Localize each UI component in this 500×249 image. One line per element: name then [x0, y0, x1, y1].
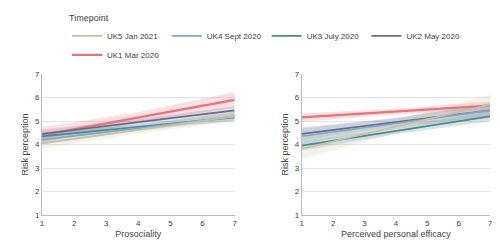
svg-text:4: 4	[295, 140, 300, 149]
svg-text:7: 7	[35, 70, 40, 79]
svg-text:7: 7	[295, 70, 300, 79]
svg-text:5: 5	[425, 219, 430, 228]
svg-text:5: 5	[295, 117, 300, 126]
svg-text:1: 1	[300, 219, 305, 228]
svg-text:7: 7	[232, 219, 237, 228]
svg-text:4: 4	[35, 140, 40, 149]
svg-text:2: 2	[331, 219, 336, 228]
svg-text:5: 5	[35, 117, 40, 126]
svg-text:6: 6	[295, 93, 300, 102]
svg-text:UK4 Sept 2020: UK4 Sept 2020	[207, 32, 262, 41]
svg-text:6: 6	[35, 93, 40, 102]
svg-text:1: 1	[295, 211, 300, 220]
svg-text:UK2 May 2020: UK2 May 2020	[406, 32, 459, 41]
svg-text:1: 1	[35, 211, 40, 220]
svg-text:6: 6	[456, 219, 461, 228]
svg-text:3: 3	[35, 164, 40, 173]
svg-text:4: 4	[136, 219, 141, 228]
svg-text:Perceived personal efficacy: Perceived personal efficacy	[341, 229, 451, 239]
svg-text:Risk perception: Risk perception	[20, 113, 30, 175]
svg-text:2: 2	[35, 187, 40, 196]
svg-text:Prosociality: Prosociality	[115, 229, 162, 239]
svg-text:UK3 July 2020: UK3 July 2020	[307, 32, 360, 41]
svg-text:3: 3	[104, 219, 109, 228]
svg-text:4: 4	[394, 219, 399, 228]
svg-text:3: 3	[362, 219, 367, 228]
svg-text:7: 7	[488, 219, 493, 228]
svg-text:1: 1	[40, 219, 45, 228]
svg-text:2: 2	[72, 219, 77, 228]
svg-text:UK1 Mar 2020: UK1 Mar 2020	[107, 51, 159, 60]
svg-text:2: 2	[295, 187, 300, 196]
svg-text:6: 6	[200, 219, 205, 228]
svg-text:5: 5	[168, 219, 173, 228]
svg-text:Timepoint: Timepoint	[69, 13, 109, 23]
svg-text:UK5 Jan 2021: UK5 Jan 2021	[107, 32, 158, 41]
svg-text:3: 3	[295, 164, 300, 173]
svg-text:Risk perception: Risk perception	[280, 113, 290, 175]
